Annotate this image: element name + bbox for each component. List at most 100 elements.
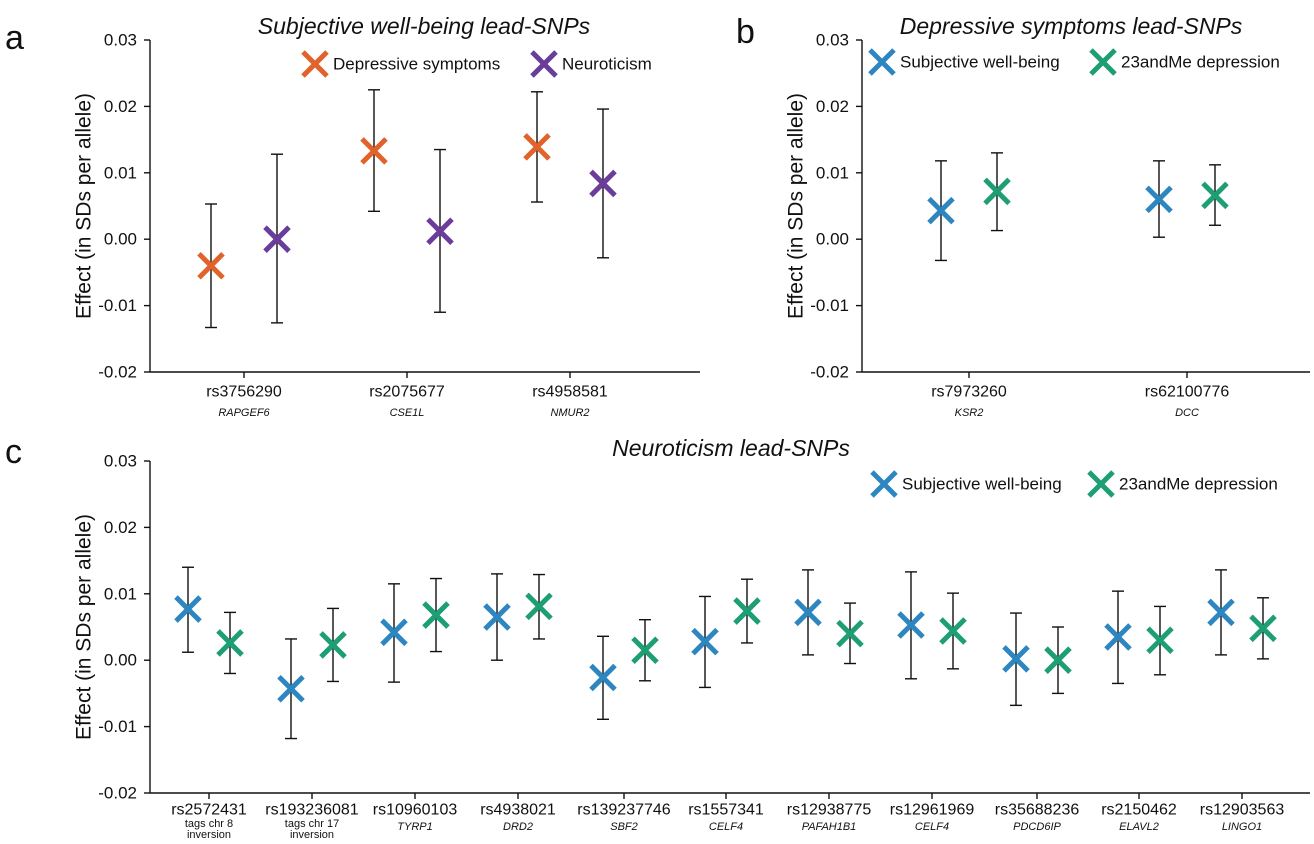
chart-title: Subjective well-being lead-SNPs	[258, 13, 591, 39]
x-tick-label: rs12961969	[890, 802, 975, 819]
y-tick-label: 0.01	[104, 163, 137, 182]
x-tick-label: rs2150462	[1101, 802, 1177, 819]
marker-stroke	[301, 50, 329, 78]
x-tick-label: rs2075677	[369, 384, 445, 401]
marker-stroke	[589, 169, 617, 198]
y-tick-label: 0.03	[104, 31, 137, 50]
x-tick-label: rs12903563	[1200, 802, 1285, 819]
marker-stroke	[983, 177, 1011, 206]
marker-stroke	[380, 618, 408, 647]
y-tick-label: 0.01	[104, 584, 137, 603]
marker-stroke	[870, 470, 898, 498]
y-axis-label: Effect (in SDs per allele)	[73, 93, 96, 319]
legend-label: Depressive symptoms	[333, 55, 500, 74]
data-point	[733, 597, 761, 625]
data-point	[897, 611, 925, 639]
x-tick-label: rs2572431	[171, 802, 247, 819]
y-axis-label: Effect (in SDs per allele)	[73, 514, 96, 740]
gene-label: CELF4	[709, 821, 743, 833]
series-1	[983, 152, 1229, 232]
y-tick-label: 0.00	[104, 651, 137, 670]
data-point	[360, 137, 388, 165]
panel-letter: a	[5, 19, 24, 57]
marker-stroke	[631, 636, 659, 665]
marker-stroke	[422, 601, 450, 629]
series-0	[174, 566, 1235, 740]
data-point	[525, 592, 553, 621]
gene-label: DRD2	[503, 821, 533, 833]
y-tick-label: -0.01	[98, 717, 137, 736]
data-point	[1104, 623, 1132, 651]
x-tick-label: rs1557341	[688, 802, 764, 819]
data-point	[1044, 646, 1072, 674]
data-point	[939, 617, 967, 645]
data-point	[589, 663, 617, 692]
marker-stroke	[1145, 185, 1173, 214]
legend-item: Neuroticism	[530, 50, 652, 78]
legend-marker	[530, 50, 558, 78]
y-tick-label: 0.00	[816, 230, 849, 249]
legend-marker	[1087, 470, 1115, 498]
x-tick-label: rs139237746	[577, 802, 671, 819]
marker-stroke	[197, 251, 225, 280]
y-tick-label: 0.02	[104, 518, 137, 537]
marker-stroke	[426, 217, 454, 245]
marker-stroke	[794, 598, 822, 627]
gene-label: KSR2	[955, 407, 984, 419]
series-1	[263, 108, 617, 324]
y-tick-label: -0.01	[810, 296, 849, 315]
data-point	[794, 598, 822, 627]
marker-stroke	[216, 629, 244, 657]
y-tick-label: 0.00	[104, 230, 137, 249]
marker-stroke	[525, 592, 553, 621]
gene-label: PAFAH1B1	[802, 821, 857, 833]
legend-item: Subjective well-being	[868, 48, 1060, 76]
x-tick-label: rs10960103	[373, 802, 458, 819]
data-point	[589, 169, 617, 198]
legend-item: Depressive symptoms	[301, 50, 500, 78]
legend-item: 23andMe depression	[1089, 48, 1280, 76]
gene-label: CELF4	[915, 821, 949, 833]
legend-marker	[1089, 48, 1117, 76]
data-point	[277, 674, 305, 703]
marker-stroke	[530, 50, 558, 78]
marker-stroke	[939, 617, 967, 645]
gene-label: inversion	[187, 829, 231, 841]
legend-label: Subjective well-being	[902, 475, 1062, 494]
data-point	[483, 603, 511, 631]
marker-stroke	[733, 597, 761, 625]
x-tick-label: rs193236081	[265, 802, 359, 819]
marker-stroke	[1201, 181, 1229, 210]
x-tick-label: rs4958581	[532, 384, 608, 401]
x-tick-label: rs3756290	[206, 384, 282, 401]
data-point	[927, 196, 955, 225]
marker-stroke	[263, 225, 291, 253]
marker-stroke	[691, 627, 719, 656]
gene-label: NMUR2	[550, 407, 589, 419]
data-point	[1207, 598, 1235, 627]
data-point	[1146, 626, 1174, 655]
chart-title: Depressive symptoms lead-SNPs	[900, 13, 1243, 39]
panel-b: b Depressive symptoms lead-SNPs -0.02 -0.01…	[736, 13, 1310, 419]
marker-stroke	[1087, 470, 1115, 498]
series-0	[927, 160, 1173, 262]
data-point	[319, 631, 347, 659]
gene-label: ELAVL2	[1119, 821, 1159, 833]
data-point	[836, 619, 864, 648]
data-point	[1145, 185, 1173, 214]
y-tick-label: 0.03	[816, 31, 849, 50]
legend-label: 23andMe depression	[1121, 53, 1280, 72]
marker-stroke	[1044, 646, 1072, 674]
data-point	[1201, 181, 1229, 210]
data-point	[1002, 645, 1030, 673]
data-point	[983, 177, 1011, 206]
gene-label: SBF2	[610, 821, 638, 833]
marker-stroke	[836, 619, 864, 648]
legend-marker	[301, 50, 329, 78]
marker-stroke	[927, 196, 955, 225]
y-tick-label: -0.02	[98, 784, 137, 803]
y-tick-label: 0.02	[104, 97, 137, 116]
gene-label: tags chr 8	[185, 818, 233, 830]
gene-label: TYRP1	[397, 821, 432, 833]
